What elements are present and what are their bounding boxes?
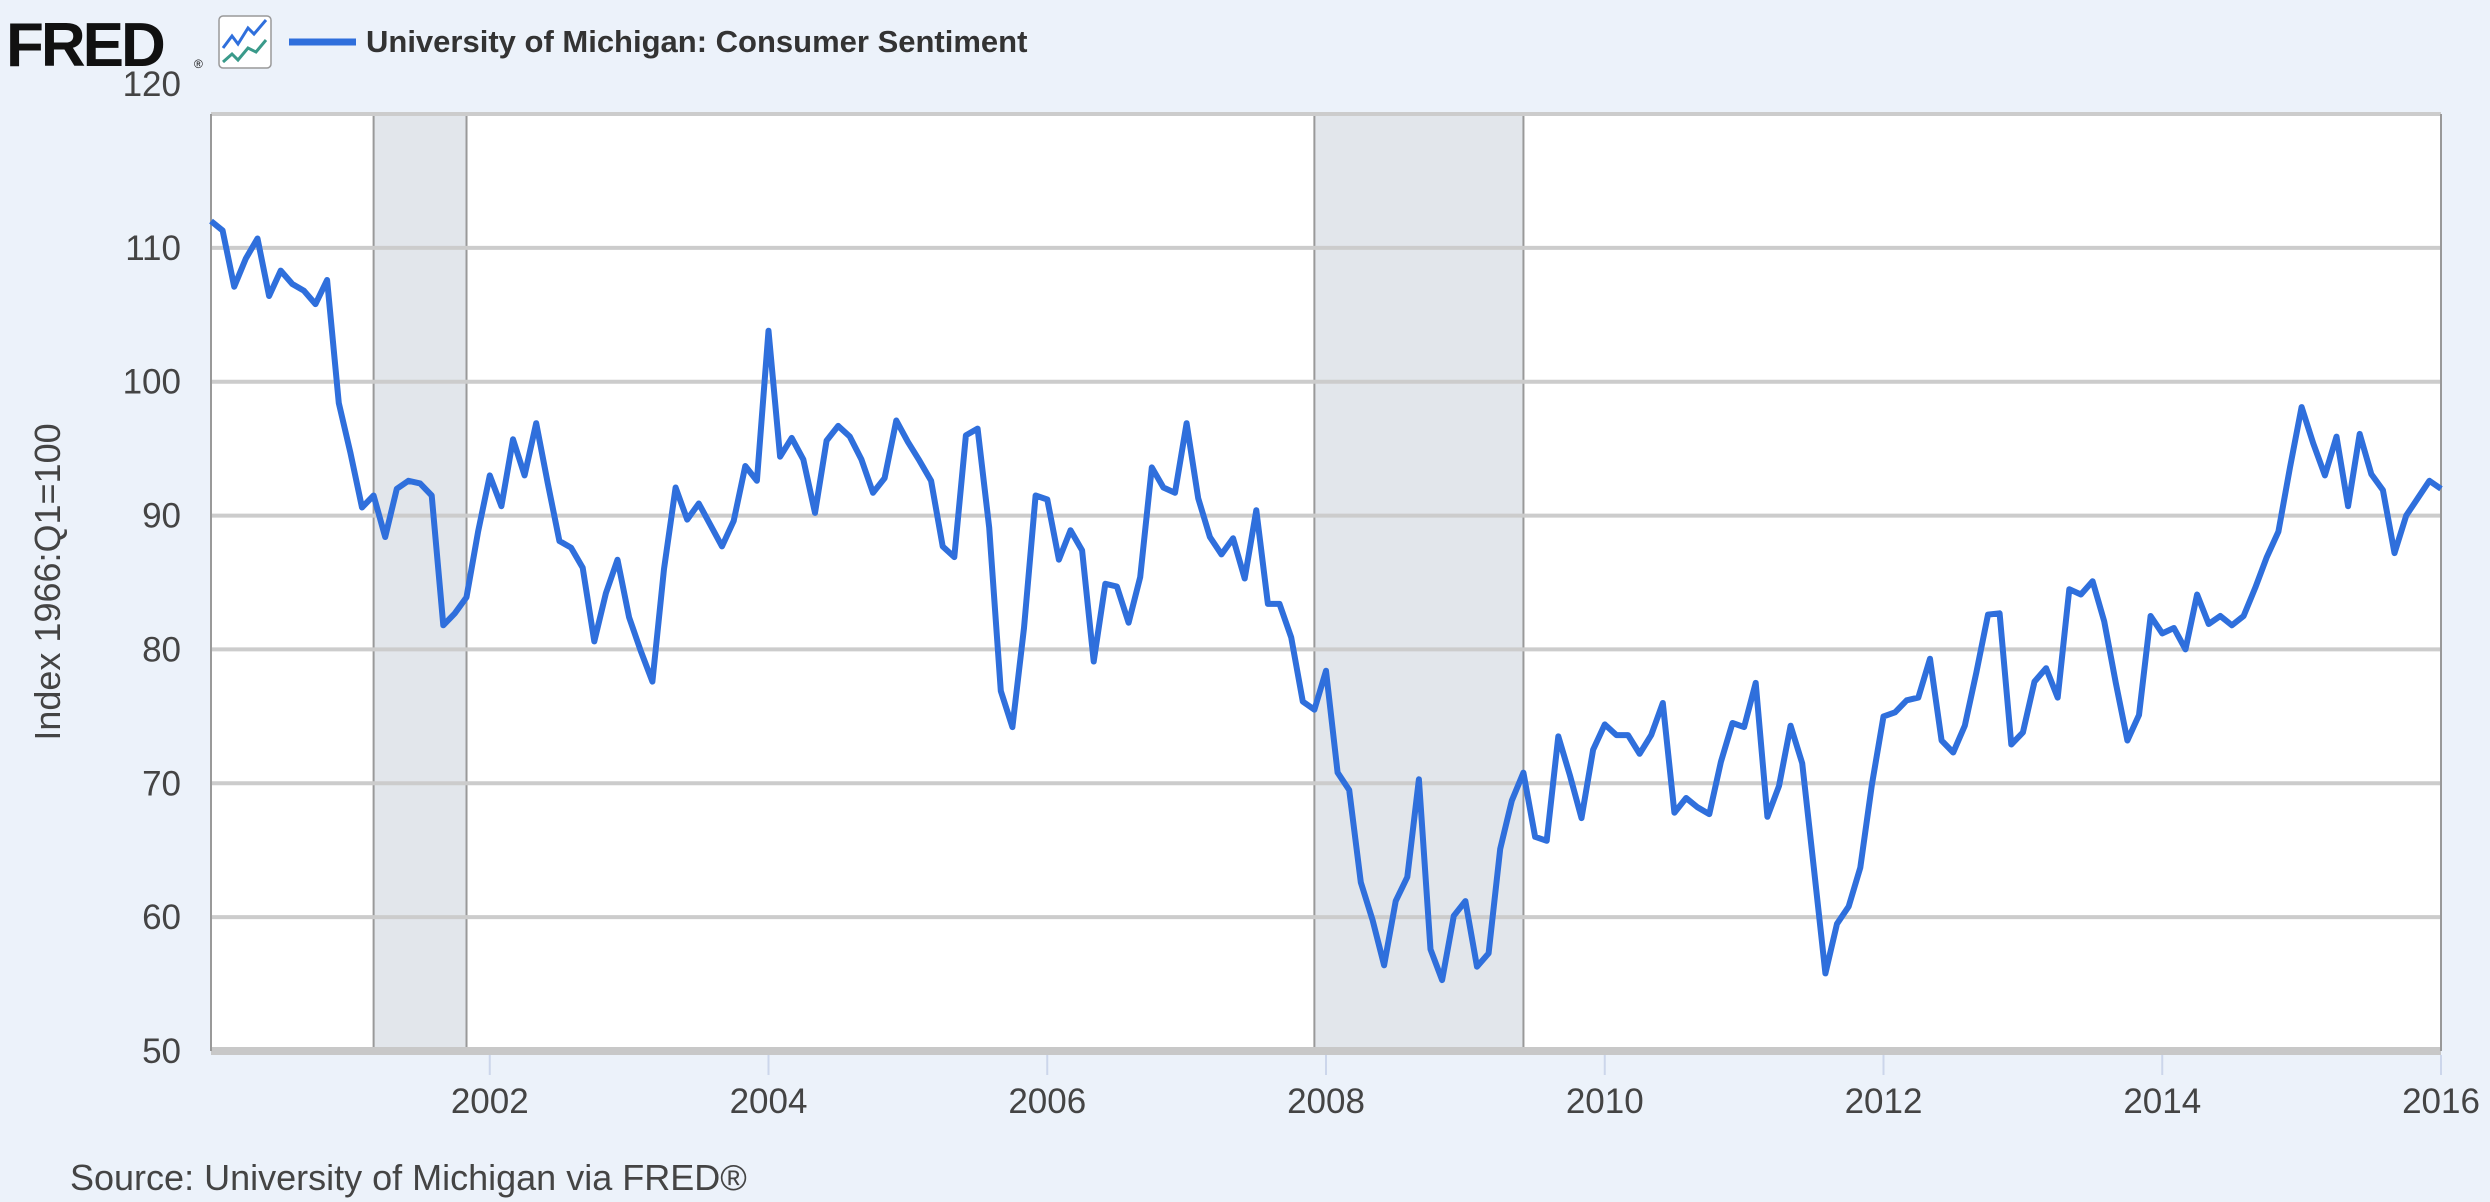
y-tick-label: 90 [142, 497, 181, 536]
line-chart-icon [218, 15, 272, 69]
y-tick-label: 100 [123, 363, 181, 402]
y-tick-label: 50 [142, 1032, 181, 1071]
recession-band [1313, 113, 1525, 1052]
recession-band [372, 113, 468, 1052]
fred-logo[interactable]: FRED ® [6, 11, 272, 80]
legend: University of Michigan: Consumer Sentime… [289, 24, 1027, 59]
y-tick-label: 120 [123, 65, 181, 104]
fred-logo-text: FRED [6, 11, 164, 80]
series-line [209, 218, 2443, 984]
chart-title: University of Michigan: Consumer Sentime… [366, 24, 1027, 59]
x-tick-label: 2008 [1287, 1082, 1365, 1121]
x-tick-label: 2012 [1845, 1082, 1923, 1121]
y-tick-label: 80 [142, 630, 181, 669]
x-tick-label: 2016 [2402, 1082, 2480, 1121]
y-tick-label: 110 [125, 229, 181, 268]
y-tick-label: 70 [142, 764, 181, 803]
x-tick-label: 2004 [730, 1082, 808, 1121]
x-axis-ticks: 2002 2004 2006 2008 2010 2012 2014 2016 [451, 1055, 2480, 1121]
registered-mark: ® [194, 57, 203, 71]
y-axis-label: Index 1966:Q1=100 [27, 423, 68, 740]
recession-shading [372, 113, 1525, 1052]
y-tick-label: 60 [142, 898, 181, 937]
source-note: Source: University of Michigan via FRED® [70, 1157, 747, 1198]
x-tick-label: 2014 [2123, 1082, 2201, 1121]
y-axis-ticks: 50 60 70 80 90 100 110 120 [123, 65, 181, 1071]
x-tick-label: 2002 [451, 1082, 529, 1121]
x-tick-label: 2010 [1566, 1082, 1644, 1121]
x-tick-label: 2006 [1008, 1082, 1086, 1121]
gridlines [210, 112, 2442, 1055]
